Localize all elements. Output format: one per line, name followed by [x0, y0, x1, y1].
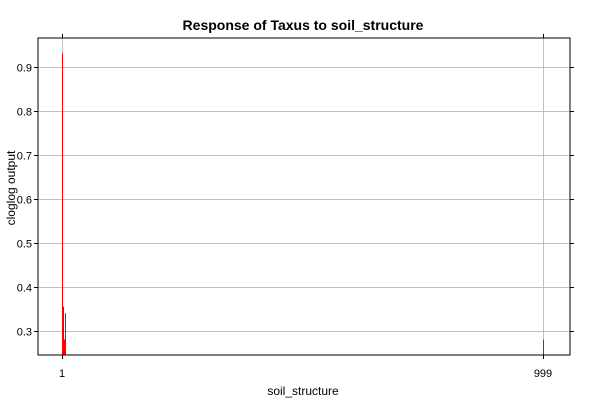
y-tick-label: 0.4 [17, 283, 32, 295]
response-bar [65, 313, 66, 355]
response-bar [63, 328, 64, 355]
y-tick-label: 0.3 [17, 327, 32, 339]
y-tick-label: 0.7 [17, 151, 32, 163]
y-tick-label: 0.9 [17, 63, 32, 75]
response-bar [543, 339, 544, 355]
response-bar [64, 339, 65, 355]
chart-title: Response of Taxus to soil_structure [183, 17, 424, 33]
plot-frame [37, 37, 571, 356]
x-axis-label: soil_structure [267, 384, 339, 398]
x-tick-label-last: 999 [534, 368, 552, 380]
bar-layer [62, 53, 544, 355]
tick-layer: 0.3 0.4 0.5 0.6 0.7 0.8 0.9 [17, 34, 574, 359]
y-tick-label: 0.8 [17, 107, 32, 119]
response-bar [62, 53, 63, 355]
y-axis-label: cloglog output [4, 150, 18, 225]
y-tick-label: 0.6 [17, 195, 32, 207]
y-tick-label: 0.5 [17, 239, 32, 251]
x-tick-label-first: 1 [59, 368, 65, 380]
